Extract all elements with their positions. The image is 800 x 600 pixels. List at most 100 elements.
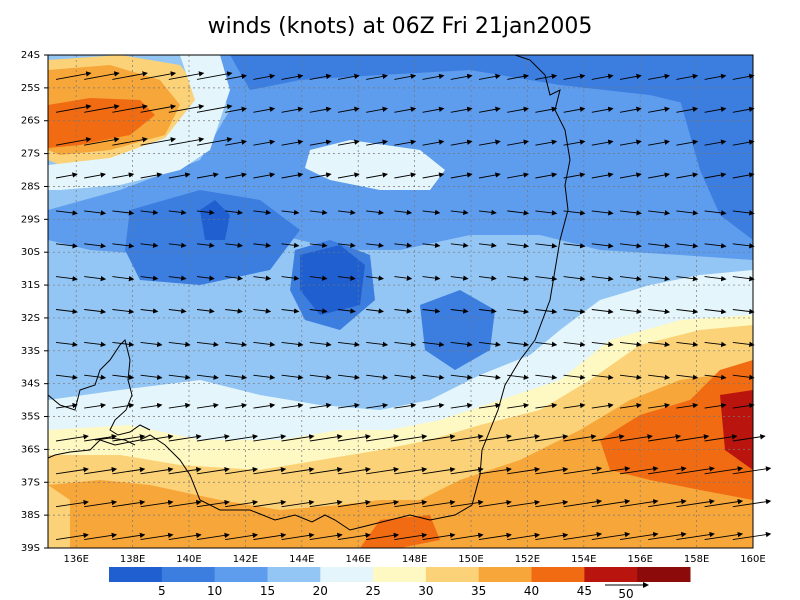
wind-vector bbox=[196, 172, 219, 179]
wind-vector bbox=[648, 374, 671, 380]
wind-vector bbox=[535, 499, 569, 508]
wind-vector bbox=[619, 139, 642, 146]
coastline bbox=[47, 54, 571, 531]
colorbar-swatch bbox=[373, 567, 427, 582]
wind-vector bbox=[507, 172, 529, 179]
wind-vector bbox=[450, 434, 484, 442]
wind-vector bbox=[535, 172, 558, 179]
colorbar-tick-label: 40 bbox=[524, 584, 539, 598]
wind-vector bbox=[394, 172, 417, 179]
wind-vector bbox=[394, 499, 428, 508]
wind-vector bbox=[309, 434, 343, 442]
wind-vector bbox=[563, 434, 597, 442]
colorbar-tick-label: 10 bbox=[207, 584, 222, 598]
wind-vector bbox=[619, 466, 659, 475]
wind-vector bbox=[55, 210, 78, 216]
wind-vector bbox=[337, 106, 360, 113]
wind-vector bbox=[366, 209, 384, 216]
wind-vector bbox=[422, 172, 445, 179]
wind-vector bbox=[196, 374, 219, 380]
wind-vector bbox=[225, 73, 247, 80]
wind-vector bbox=[112, 532, 146, 541]
wind-vector bbox=[535, 308, 558, 315]
wind-vector bbox=[450, 402, 473, 409]
wind-vector bbox=[591, 275, 614, 282]
wind-vector bbox=[563, 402, 586, 409]
wind-vector bbox=[140, 209, 159, 216]
wind-vector bbox=[676, 210, 699, 216]
lat-lon-grid bbox=[48, 55, 753, 548]
wind-vector bbox=[168, 341, 191, 348]
wind-vector bbox=[366, 242, 384, 248]
wind-vector bbox=[309, 341, 332, 348]
wind-vector bbox=[196, 402, 219, 409]
wind-vector bbox=[704, 308, 727, 315]
wind-vector bbox=[140, 172, 163, 179]
wind-vector bbox=[168, 275, 187, 281]
wind-vector bbox=[281, 242, 300, 248]
wind-vector bbox=[140, 71, 177, 80]
wind-vector bbox=[168, 499, 202, 508]
wind-vector bbox=[84, 210, 107, 216]
wind-vector bbox=[478, 402, 501, 409]
wind-vector bbox=[591, 106, 614, 113]
wind-vector bbox=[450, 106, 473, 113]
wind-vector bbox=[732, 499, 772, 508]
lat-tick-label: 28S bbox=[21, 181, 40, 192]
lon-tick-label: 158E bbox=[684, 554, 709, 565]
wind-vector bbox=[676, 466, 715, 475]
wind-vector bbox=[563, 308, 586, 315]
wind-vector bbox=[225, 242, 243, 248]
wind-vector bbox=[648, 402, 671, 409]
wind-vector bbox=[676, 531, 715, 541]
colorbar-swatch bbox=[478, 567, 532, 582]
wind-vector bbox=[563, 341, 586, 348]
wind-vector bbox=[732, 531, 772, 541]
wind-vector bbox=[704, 531, 744, 541]
wind-vector bbox=[337, 172, 360, 179]
wind-vector bbox=[253, 172, 276, 179]
wind-vector bbox=[253, 73, 276, 80]
wind-vector bbox=[422, 106, 445, 113]
wind-vector bbox=[196, 137, 233, 146]
wind-vector bbox=[450, 172, 473, 179]
wind-vector bbox=[84, 71, 120, 80]
wind-vector bbox=[225, 532, 259, 541]
wind-vector bbox=[507, 402, 530, 409]
wind-vector bbox=[140, 275, 159, 281]
wind-vector bbox=[676, 434, 710, 442]
wind-vector bbox=[225, 434, 259, 442]
wind-vector bbox=[309, 402, 332, 409]
wind-vector bbox=[253, 106, 276, 113]
lat-tick-label: 24S bbox=[21, 50, 40, 61]
wind-vector bbox=[112, 210, 135, 216]
wind-vector bbox=[112, 243, 135, 249]
wind-vector bbox=[337, 341, 360, 348]
wind-vectors bbox=[55, 71, 772, 541]
wind-vector bbox=[366, 466, 400, 475]
wind-vector bbox=[478, 139, 501, 146]
wind-vector bbox=[225, 106, 247, 113]
wind-vector bbox=[309, 139, 332, 146]
wind-vector bbox=[309, 172, 332, 179]
wind-vector bbox=[366, 374, 389, 380]
wind-vector bbox=[676, 243, 699, 249]
wind-vector bbox=[732, 341, 755, 348]
wind-vector bbox=[84, 308, 107, 315]
wind-vector bbox=[225, 172, 247, 179]
wind-vector bbox=[704, 434, 738, 442]
wind-vector bbox=[55, 434, 89, 442]
wind-vector bbox=[366, 402, 389, 409]
wind-vector bbox=[450, 466, 484, 475]
wind-vector bbox=[281, 499, 315, 508]
wind-vector bbox=[253, 434, 287, 442]
wind-vector bbox=[394, 139, 417, 146]
lon-tick-label: 138E bbox=[120, 554, 145, 565]
wind-vector bbox=[732, 308, 755, 315]
wind-vector bbox=[676, 308, 699, 315]
wind-vector bbox=[394, 73, 417, 80]
wind-vector bbox=[450, 275, 469, 281]
wind-vector bbox=[112, 71, 148, 80]
wind-vector bbox=[168, 402, 191, 409]
